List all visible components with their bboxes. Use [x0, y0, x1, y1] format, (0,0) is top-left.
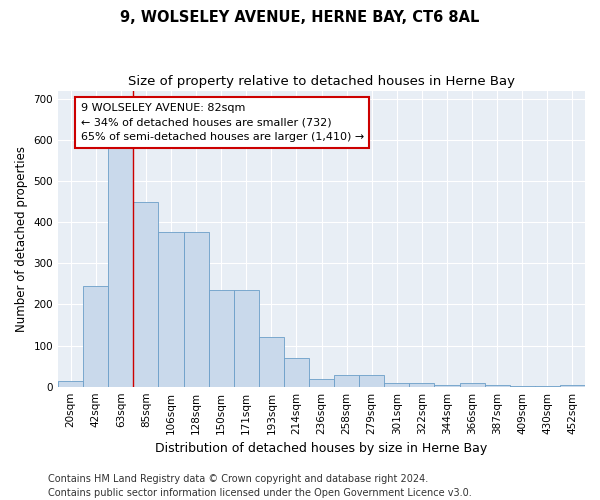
Bar [560, 384, 585, 386]
Bar [434, 384, 460, 386]
Title: Size of property relative to detached houses in Herne Bay: Size of property relative to detached ho… [128, 75, 515, 88]
Bar [384, 382, 409, 386]
Text: 9 WOLSELEY AVENUE: 82sqm
← 34% of detached houses are smaller (732)
65% of semi-: 9 WOLSELEY AVENUE: 82sqm ← 34% of detach… [80, 103, 364, 142]
Bar [460, 384, 485, 386]
Bar [359, 375, 384, 386]
Bar [108, 146, 133, 386]
Bar [233, 290, 259, 386]
Bar [309, 380, 334, 386]
Text: 9, WOLSELEY AVENUE, HERNE BAY, CT6 8AL: 9, WOLSELEY AVENUE, HERNE BAY, CT6 8AL [121, 10, 479, 25]
Bar [284, 358, 309, 386]
Bar [209, 290, 233, 386]
Bar [334, 375, 359, 386]
Bar [58, 380, 83, 386]
Bar [133, 202, 158, 386]
X-axis label: Distribution of detached houses by size in Herne Bay: Distribution of detached houses by size … [155, 442, 488, 455]
Y-axis label: Number of detached properties: Number of detached properties [15, 146, 28, 332]
Bar [259, 338, 284, 386]
Bar [485, 384, 510, 386]
Bar [409, 382, 434, 386]
Bar [83, 286, 108, 386]
Text: Contains HM Land Registry data © Crown copyright and database right 2024.
Contai: Contains HM Land Registry data © Crown c… [48, 474, 472, 498]
Bar [184, 232, 209, 386]
Bar [158, 232, 184, 386]
